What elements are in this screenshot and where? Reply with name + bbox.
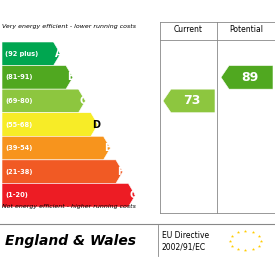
Polygon shape (2, 160, 123, 183)
Polygon shape (163, 89, 215, 113)
Text: C: C (79, 96, 87, 106)
Polygon shape (2, 42, 60, 66)
Text: 89: 89 (241, 71, 258, 84)
Polygon shape (221, 66, 273, 89)
Text: B: B (67, 72, 74, 82)
Text: G: G (129, 190, 137, 200)
Text: Current: Current (174, 26, 203, 35)
Text: (92 plus): (92 plus) (5, 51, 38, 57)
Polygon shape (2, 113, 98, 136)
Text: (1-20): (1-20) (5, 192, 28, 198)
Text: (39-54): (39-54) (5, 145, 32, 151)
Polygon shape (2, 136, 110, 160)
Text: (81-91): (81-91) (5, 74, 32, 80)
Text: Not energy efficient - higher running costs: Not energy efficient - higher running co… (2, 204, 136, 209)
Text: A: A (54, 49, 62, 59)
Text: (55-68): (55-68) (5, 122, 32, 127)
Text: (21-38): (21-38) (5, 169, 32, 175)
Text: England & Wales: England & Wales (5, 234, 136, 248)
Text: EU Directive
2002/91/EC: EU Directive 2002/91/EC (162, 231, 209, 251)
Text: Very energy efficient - lower running costs: Very energy efficient - lower running co… (2, 24, 136, 29)
Text: (69-80): (69-80) (5, 98, 32, 104)
Text: Potential: Potential (230, 26, 263, 35)
Text: F: F (117, 167, 123, 177)
Text: Energy Efficiency Rating: Energy Efficiency Rating (6, 4, 168, 18)
Text: 73: 73 (183, 94, 201, 107)
Polygon shape (2, 66, 73, 89)
Polygon shape (2, 89, 86, 113)
Polygon shape (2, 183, 135, 207)
Text: E: E (104, 143, 111, 153)
Text: D: D (92, 119, 100, 130)
